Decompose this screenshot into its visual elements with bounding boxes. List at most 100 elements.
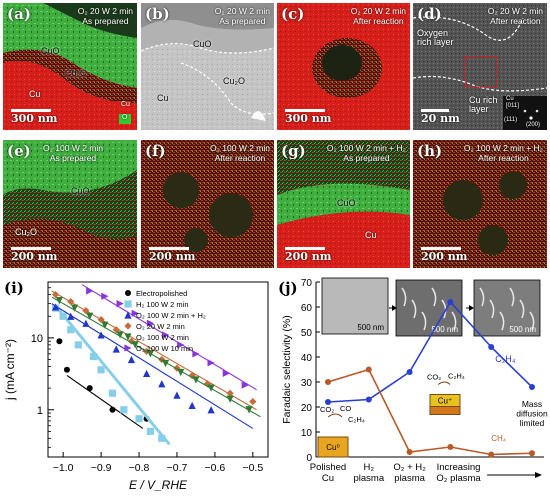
scale-bar: [11, 247, 51, 250]
panel-label: (d): [417, 5, 442, 23]
panel-b: (b) O₂ 20 W 2 min As prepared CuO Cu₂O Cu: [141, 3, 274, 130]
eds-map-c: [277, 3, 410, 130]
series-label-c2h4: C₂H₄: [495, 354, 515, 364]
data-point: [120, 406, 128, 414]
legend-entry: O₂ 100 W 2 min + H₂: [124, 311, 206, 320]
data-point: [158, 434, 166, 442]
data-point: [63, 366, 70, 373]
x-tick-label: −0.8: [129, 462, 150, 474]
legend-entry: Electropolished: [125, 289, 187, 298]
panel-label: (e): [7, 142, 31, 160]
legend-entry: H₂ 100 W 2 min: [124, 300, 189, 309]
panel-caption: O₂ 20 W 2 min As prepared: [77, 6, 133, 26]
scale-label: 20 nm: [421, 112, 460, 125]
data-point: [207, 406, 215, 414]
panel-label: (g): [281, 142, 306, 160]
data-point: [192, 350, 200, 358]
data-point: [135, 415, 143, 423]
legend-entry: O₂ 20 W 2 min: [124, 322, 185, 331]
fit-line: [51, 296, 261, 418]
series: [51, 304, 171, 446]
co2-label: CO₂: [427, 373, 441, 382]
data-point: [241, 381, 249, 389]
y-tick-label: 60: [301, 303, 313, 314]
oxide-slab: [429, 406, 461, 415]
data-point: [116, 331, 124, 339]
y-tick-label: 40: [301, 353, 313, 364]
legend-label: H₂ 100 W 2 min: [136, 300, 189, 309]
data-point: [325, 399, 331, 405]
inset-scale-label: 500 nm: [431, 325, 458, 334]
scale-label: 200 nm: [285, 250, 332, 263]
series: [325, 366, 535, 458]
data-point: [207, 384, 215, 392]
data-point: [488, 344, 495, 350]
eds-map-g: [277, 140, 410, 268]
y-tick-label: 30: [301, 378, 313, 389]
scale-label: 200 nm: [11, 250, 58, 263]
legend-label: O₂ 100 W 2 min + H₂: [136, 311, 206, 320]
chart-label: (i): [4, 279, 24, 297]
phase-label-cuo: CuO: [41, 46, 60, 56]
scale-label: 200 nm: [421, 250, 468, 263]
y-axis-label: j (mA cm⁻²): [3, 339, 17, 401]
x-tick-label: −1.0: [53, 462, 74, 474]
legend-label: Electropolished: [136, 289, 187, 298]
y-tick-label: 10: [31, 333, 43, 345]
data-point: [146, 427, 155, 435]
sem-image: [321, 277, 389, 335]
data-point: [143, 369, 151, 378]
mass-diffusion-note: Mass diffusion limited: [516, 399, 548, 428]
x-tick-label: −0.7: [167, 462, 188, 474]
data-point: [86, 385, 93, 392]
data-point: [86, 287, 94, 295]
phase-label-cuo: CuO: [193, 39, 212, 49]
panel-caption: O₂ 20 W 2 min After reaction: [487, 6, 543, 26]
data-point: [101, 321, 109, 329]
inset-arrow-head: [392, 305, 397, 311]
data-point: [192, 376, 200, 384]
series: [51, 296, 261, 418]
panel-label: (c): [281, 5, 305, 23]
data-point: [109, 406, 116, 413]
series: [325, 299, 535, 405]
data-point: [207, 359, 215, 367]
data-point: [226, 395, 234, 403]
data-point: [125, 290, 131, 296]
fit-line: [54, 304, 171, 446]
data-point: [488, 451, 495, 458]
data-point: [108, 389, 117, 397]
data-point: [101, 292, 109, 300]
sem-inset: 500 nm: [473, 279, 541, 337]
sem-feature: [401, 287, 407, 307]
scale-bar: [421, 247, 461, 250]
category-label: O₂ + H₂ plasma: [393, 462, 426, 484]
sem-feature: [529, 311, 535, 331]
data-point: [51, 291, 60, 299]
inset-scale-label: 500 nm: [509, 325, 536, 334]
phase-label-cu2o: Cu₂O: [223, 76, 245, 86]
data-point: [51, 303, 60, 311]
scale-bar: [11, 109, 51, 112]
data-point: [82, 319, 90, 327]
phase-label-cuo: CuO: [71, 186, 90, 196]
legend-cu-swatch: [119, 101, 131, 111]
sem-image: [473, 279, 541, 337]
phase-label-cu2o: Cu₂O: [65, 68, 87, 78]
scale-label: 300 nm: [285, 112, 332, 125]
data-point: [325, 379, 331, 385]
sem-image: [395, 279, 463, 337]
data-point: [158, 380, 166, 388]
data-point: [124, 300, 132, 308]
sem-feature: [499, 311, 505, 331]
data-point: [56, 338, 63, 345]
fft-cu-label: Cu: [506, 96, 514, 102]
y-axis-label: Faradaic selectivity (%): [281, 315, 293, 424]
scale-label: 300 nm: [11, 112, 58, 125]
phase-label-cu: Cu: [157, 93, 169, 103]
panel-h: (h) O₂ 100 W 2 min + H₂ After reaction 20…: [413, 140, 547, 268]
legend-label: O₂ 100 W 2 min: [136, 333, 189, 342]
phase-label-cu2o: Cu₂O: [15, 227, 37, 237]
series: [81, 284, 257, 391]
legend-label: O₂ 20 W 2 min: [136, 322, 185, 331]
